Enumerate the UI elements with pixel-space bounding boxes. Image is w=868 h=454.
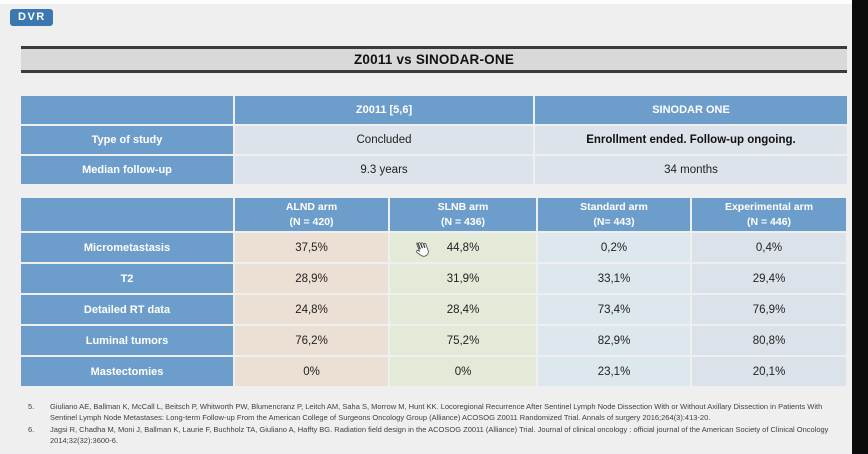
row-label-t2: T2 xyxy=(21,264,233,293)
cell-standard-mastectomies: 23,1% xyxy=(538,357,690,386)
header-line2: (N = 446) xyxy=(746,215,792,228)
row-label-mastectomies: Mastectomies xyxy=(21,357,233,386)
cell-standard-luminal: 82,9% xyxy=(538,326,690,355)
table1-header-sinodar: SINODAR ONE xyxy=(535,96,847,124)
header-line1: Standard arm xyxy=(580,201,648,214)
arms-comparison-table: ALND arm (N = 420) SLNB arm (N = 436) St… xyxy=(21,198,847,386)
cell-experimental-mastectomies: 20,1% xyxy=(692,357,846,386)
row-label-median-follow-up: Median follow-up xyxy=(21,156,233,184)
cell-alnd-t2: 28,9% xyxy=(235,264,388,293)
cell-experimental-micrometastasis: 0,4% xyxy=(692,233,846,262)
row-label-detailed-rt-data: Detailed RT data xyxy=(21,295,233,324)
table1-corner-cell xyxy=(21,96,233,124)
footnote-text: Giuliano AE, Ballman K, McCall L, Beitsc… xyxy=(50,402,823,422)
cell-slnb-t2: 31,9% xyxy=(390,264,536,293)
header-line2: (N= 443) xyxy=(593,215,635,228)
right-edge-bar xyxy=(852,0,868,454)
cell-z0011-type-of-study: Concluded xyxy=(235,126,533,154)
cell-sinodar-median-follow-up: 34 months xyxy=(535,156,847,184)
cell-experimental-detailed-rt: 76,9% xyxy=(692,295,846,324)
study-comparison-table: Z0011 [5,6] SINODAR ONE Type of study Co… xyxy=(21,96,847,184)
header-line1: Experimental arm xyxy=(724,201,814,214)
row-label-type-of-study: Type of study xyxy=(21,126,233,154)
footnote-6: 6. Jagsi R, Chadha M, Moni J, Ballman K,… xyxy=(28,424,846,446)
cell-standard-detailed-rt: 73,4% xyxy=(538,295,690,324)
table2-header-alnd-arm: ALND arm (N = 420) xyxy=(235,198,388,231)
top-edge-strip xyxy=(0,0,868,4)
cell-alnd-detailed-rt: 24,8% xyxy=(235,295,388,324)
cell-experimental-luminal: 80,8% xyxy=(692,326,846,355)
table2-header-standard-arm: Standard arm (N= 443) xyxy=(538,198,690,231)
cell-standard-micrometastasis: 0,2% xyxy=(538,233,690,262)
page-title: Z0011 vs SINODAR-ONE xyxy=(353,52,515,67)
table2-header-experimental-arm: Experimental arm (N = 446) xyxy=(692,198,846,231)
header-line2: (N = 436) xyxy=(440,215,486,228)
row-label-luminal-tumors: Luminal tumors xyxy=(21,326,233,355)
cell-sinodar-type-of-study: Enrollment ended. Follow-up ongoing. xyxy=(535,126,847,154)
table2-corner-cell xyxy=(21,198,233,231)
header-line1: SLNB arm xyxy=(437,201,489,214)
cell-slnb-luminal: 75,2% xyxy=(390,326,536,355)
cell-standard-t2: 33,1% xyxy=(538,264,690,293)
footnote-text: Jagsi R, Chadha M, Moni J, Ballman K, La… xyxy=(50,425,829,445)
cell-slnb-detailed-rt: 28,4% xyxy=(390,295,536,324)
cell-alnd-luminal: 76,2% xyxy=(235,326,388,355)
footnote-number: 6. xyxy=(28,425,35,434)
cell-slnb-mastectomies: 0% xyxy=(390,357,536,386)
cell-alnd-mastectomies: 0% xyxy=(235,357,388,386)
footnote-number: 5. xyxy=(28,402,35,411)
cell-z0011-median-follow-up: 9.3 years xyxy=(235,156,533,184)
table1-header-z0011: Z0011 [5,6] xyxy=(235,96,533,124)
slide-title-bar: Z0011 vs SINODAR-ONE xyxy=(21,46,847,73)
header-line2: (N = 420) xyxy=(289,215,334,228)
footnotes: 5. Giuliano AE, Ballman K, McCall L, Bei… xyxy=(28,401,846,447)
cell-slnb-micrometastasis: 44,8% xyxy=(390,233,536,262)
row-label-micrometastasis: Micrometastasis xyxy=(21,233,233,262)
header-line1: ALND arm xyxy=(285,201,338,214)
cell-alnd-micrometastasis: 37,5% xyxy=(235,233,388,262)
footnote-5: 5. Giuliano AE, Ballman K, McCall L, Bei… xyxy=(28,401,846,423)
cell-experimental-t2: 29,4% xyxy=(692,264,846,293)
table2-header-slnb-arm: SLNB arm (N = 436) xyxy=(390,198,536,231)
dvr-badge[interactable]: DVR xyxy=(10,9,53,26)
